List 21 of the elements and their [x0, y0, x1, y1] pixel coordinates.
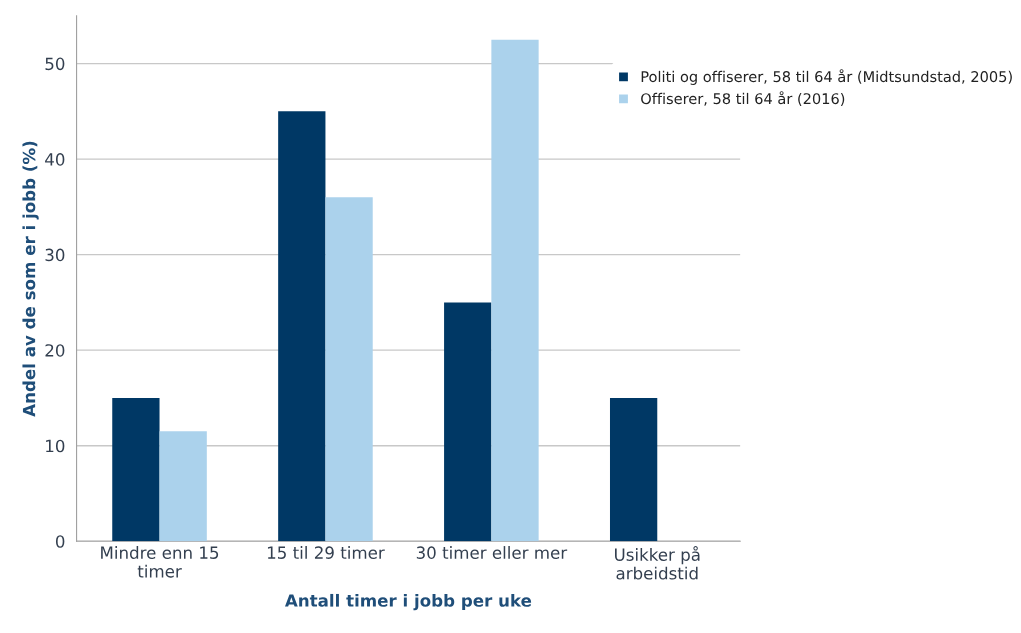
bar [159, 431, 207, 542]
x-tick-label: 15 til 29 timer [267, 546, 385, 559]
bar [491, 39, 539, 542]
bar [609, 397, 658, 542]
y-axis-title: Andel av de som er i jobb (%) [22, 141, 39, 417]
y-tick-label: 40 [45, 153, 65, 166]
x-tick-label: Mindre enn 15 timer [101, 546, 219, 578]
y-tick-label: 10 [46, 439, 65, 453]
legend-label: Offiserer, 58 til 64 år (2016) [641, 91, 845, 106]
x-tick-label: 30 timer eller mer [416, 546, 568, 559]
bar [325, 197, 373, 542]
bar [444, 302, 492, 542]
y-tick-label: 30 [45, 248, 65, 262]
x-tick-label: Usikker på arbeidstid [615, 546, 700, 580]
y-tick-label: 20 [45, 344, 65, 357]
bar [112, 397, 160, 542]
x-axis-title: Antall timer i jobb per uke [284, 593, 532, 611]
y-tick-label: 0 [55, 535, 65, 548]
legend-label: Politi og offiserer, 58 til 64 år (Midtsundstad, 2005) [641, 69, 1012, 85]
y-tick-label: 50 [45, 57, 65, 71]
bar [278, 111, 326, 542]
